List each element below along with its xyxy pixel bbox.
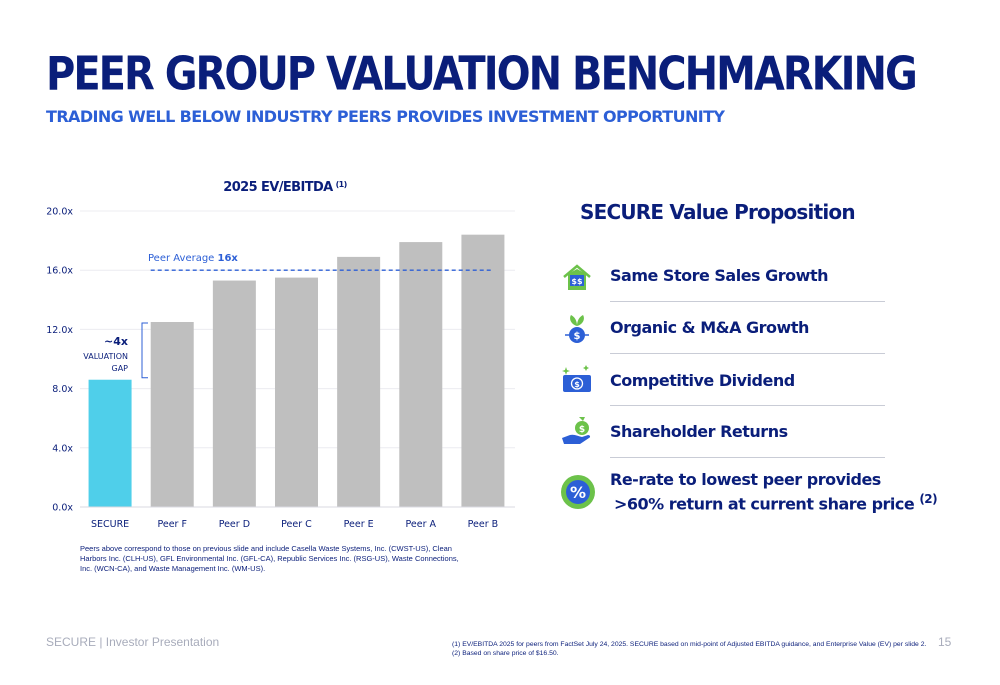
bar-peer-b bbox=[461, 234, 505, 507]
bar-peer-e bbox=[337, 256, 381, 507]
x-tick-label: Peer C bbox=[281, 519, 312, 530]
vp-label-rerate: Re-rate to lowest peer provides >60% ret… bbox=[610, 470, 938, 514]
y-tick-label: 8.0x bbox=[52, 384, 73, 395]
bar-peer-d bbox=[212, 280, 256, 507]
svg-text:$: $ bbox=[579, 425, 585, 435]
x-tick-label: Peer D bbox=[219, 519, 250, 530]
vp-label-shareholder: Shareholder Returns bbox=[610, 422, 788, 441]
value-proposition-title: SECURE Value Proposition bbox=[580, 200, 856, 224]
svg-text:$$: $$ bbox=[571, 277, 583, 286]
svg-text:$: $ bbox=[574, 331, 581, 342]
banknote-icon: $ bbox=[562, 365, 591, 392]
rerate-footnote: (2) bbox=[919, 492, 938, 506]
y-tick-label: 4.0x bbox=[52, 443, 73, 454]
vp-label-dividend: Competitive Dividend bbox=[610, 371, 795, 390]
gap-label-line1: VALUATION bbox=[83, 352, 128, 361]
divider bbox=[610, 353, 885, 354]
footer-brand: SECURE | Investor Presentation bbox=[46, 635, 220, 649]
divider bbox=[610, 301, 885, 302]
svg-text:$: $ bbox=[574, 380, 580, 389]
peer-average-label: Peer Average 16x bbox=[148, 253, 238, 264]
svg-text:%: % bbox=[570, 483, 586, 502]
x-tick-label: Peer F bbox=[157, 519, 186, 530]
footer-note-1: (1) EV/EBITDA 2025 for peers from FactSe… bbox=[452, 641, 927, 648]
bar-peer-f bbox=[150, 322, 194, 507]
page-subtitle: TRADING WELL BELOW INDUSTRY PEERS PROVID… bbox=[46, 107, 725, 126]
vp-label-organic: Organic & M&A Growth bbox=[610, 318, 809, 337]
house-dollar-icon: $$ bbox=[563, 264, 591, 290]
rerate-line2: >60% return at current share price (2) bbox=[614, 492, 938, 514]
hand-moneybag-icon: $ bbox=[562, 417, 591, 444]
ev-ebitda-chart: 2025 EV/EBITDA (1) 0.0x 4.0x 8.0x 12.0x 16.0x… bbox=[46, 180, 515, 530]
y-tick-label: 12.0x bbox=[46, 325, 73, 336]
vp-label-same-store: Same Store Sales Growth bbox=[610, 266, 828, 285]
page-number: 15 bbox=[938, 635, 952, 649]
y-tick-label: 20.0x bbox=[46, 207, 73, 218]
bars bbox=[88, 234, 505, 507]
bar-peer-c bbox=[275, 277, 318, 507]
gap-value: ~4x bbox=[104, 335, 128, 348]
divider bbox=[610, 405, 885, 406]
x-tick-label: Peer A bbox=[406, 519, 437, 530]
valuation-gap-bracket bbox=[141, 322, 148, 379]
chart-title: 2025 EV/EBITDA (1) bbox=[223, 180, 346, 195]
bar-peer-a bbox=[399, 242, 443, 507]
x-tick-label: Peer E bbox=[344, 519, 374, 530]
bar-secure bbox=[88, 379, 132, 507]
gap-label-line2: GAP bbox=[112, 364, 129, 373]
page-title: PEER GROUP VALUATION BENCHMARKING bbox=[46, 48, 918, 101]
y-tick-label: 16.0x bbox=[46, 266, 73, 277]
chart-footnote: Peers above correspond to those on previ… bbox=[80, 544, 459, 573]
percent-badge-icon: % bbox=[561, 475, 595, 509]
x-axis-labels: SECURE Peer F Peer D Peer C Peer E Peer A Peer… bbox=[91, 519, 498, 530]
plant-dollar-icon: $ bbox=[565, 315, 589, 343]
footer-note-2: (2) Based on share price of $16.50. bbox=[452, 650, 559, 657]
rerate-line1: Re-rate to lowest peer provides bbox=[610, 470, 881, 489]
footer-notes: (1) EV/EBITDA 2025 for peers from FactSe… bbox=[452, 640, 926, 658]
x-tick-label: Peer B bbox=[468, 519, 499, 530]
y-tick-label: 0.0x bbox=[52, 503, 73, 514]
y-axis-ticks: 0.0x 4.0x 8.0x 12.0x 16.0x 20.0x bbox=[46, 207, 73, 514]
x-tick-label: SECURE bbox=[91, 519, 129, 530]
divider bbox=[610, 457, 885, 458]
